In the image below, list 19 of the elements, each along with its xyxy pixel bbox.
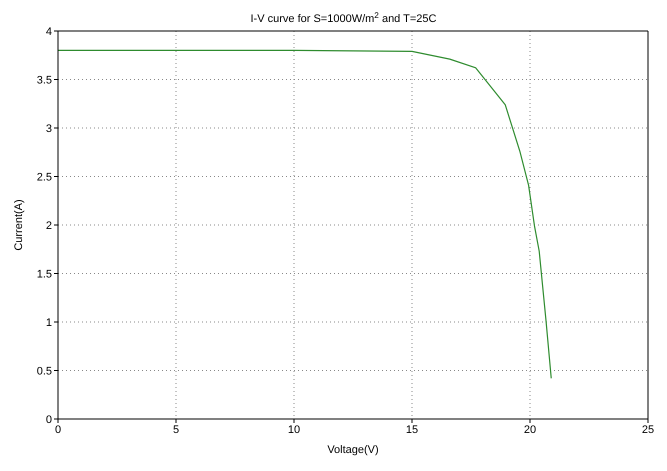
x-tick-label: 15 xyxy=(406,424,418,436)
y-tick-label: 4 xyxy=(46,26,52,38)
y-tick-label: 1 xyxy=(46,316,52,329)
x-axis-title: Voltage(V) xyxy=(327,444,379,456)
y-tick-label: 3.5 xyxy=(36,74,52,86)
x-tick-label: 10 xyxy=(288,424,300,436)
x-tick-label: 20 xyxy=(524,424,536,436)
line-series xyxy=(58,50,552,379)
y-tick-label: 2 xyxy=(46,220,52,232)
y-tick-label: 0.5 xyxy=(36,365,52,378)
y-tick-label: 2.5 xyxy=(36,171,52,184)
x-tick-label: 25 xyxy=(642,424,654,436)
chart-title: I-V curve for S=1000W/m$^{2}$ and T=25C xyxy=(250,10,437,25)
y-axis-title: Current(A) xyxy=(12,199,25,251)
y-tick-label: 0 xyxy=(46,414,52,426)
y-tick-label: 3 xyxy=(46,122,52,135)
x-tick-label: 5 xyxy=(172,424,180,436)
y-tick-label: 1.5 xyxy=(36,268,52,280)
x-tick-label: 0 xyxy=(54,424,62,436)
